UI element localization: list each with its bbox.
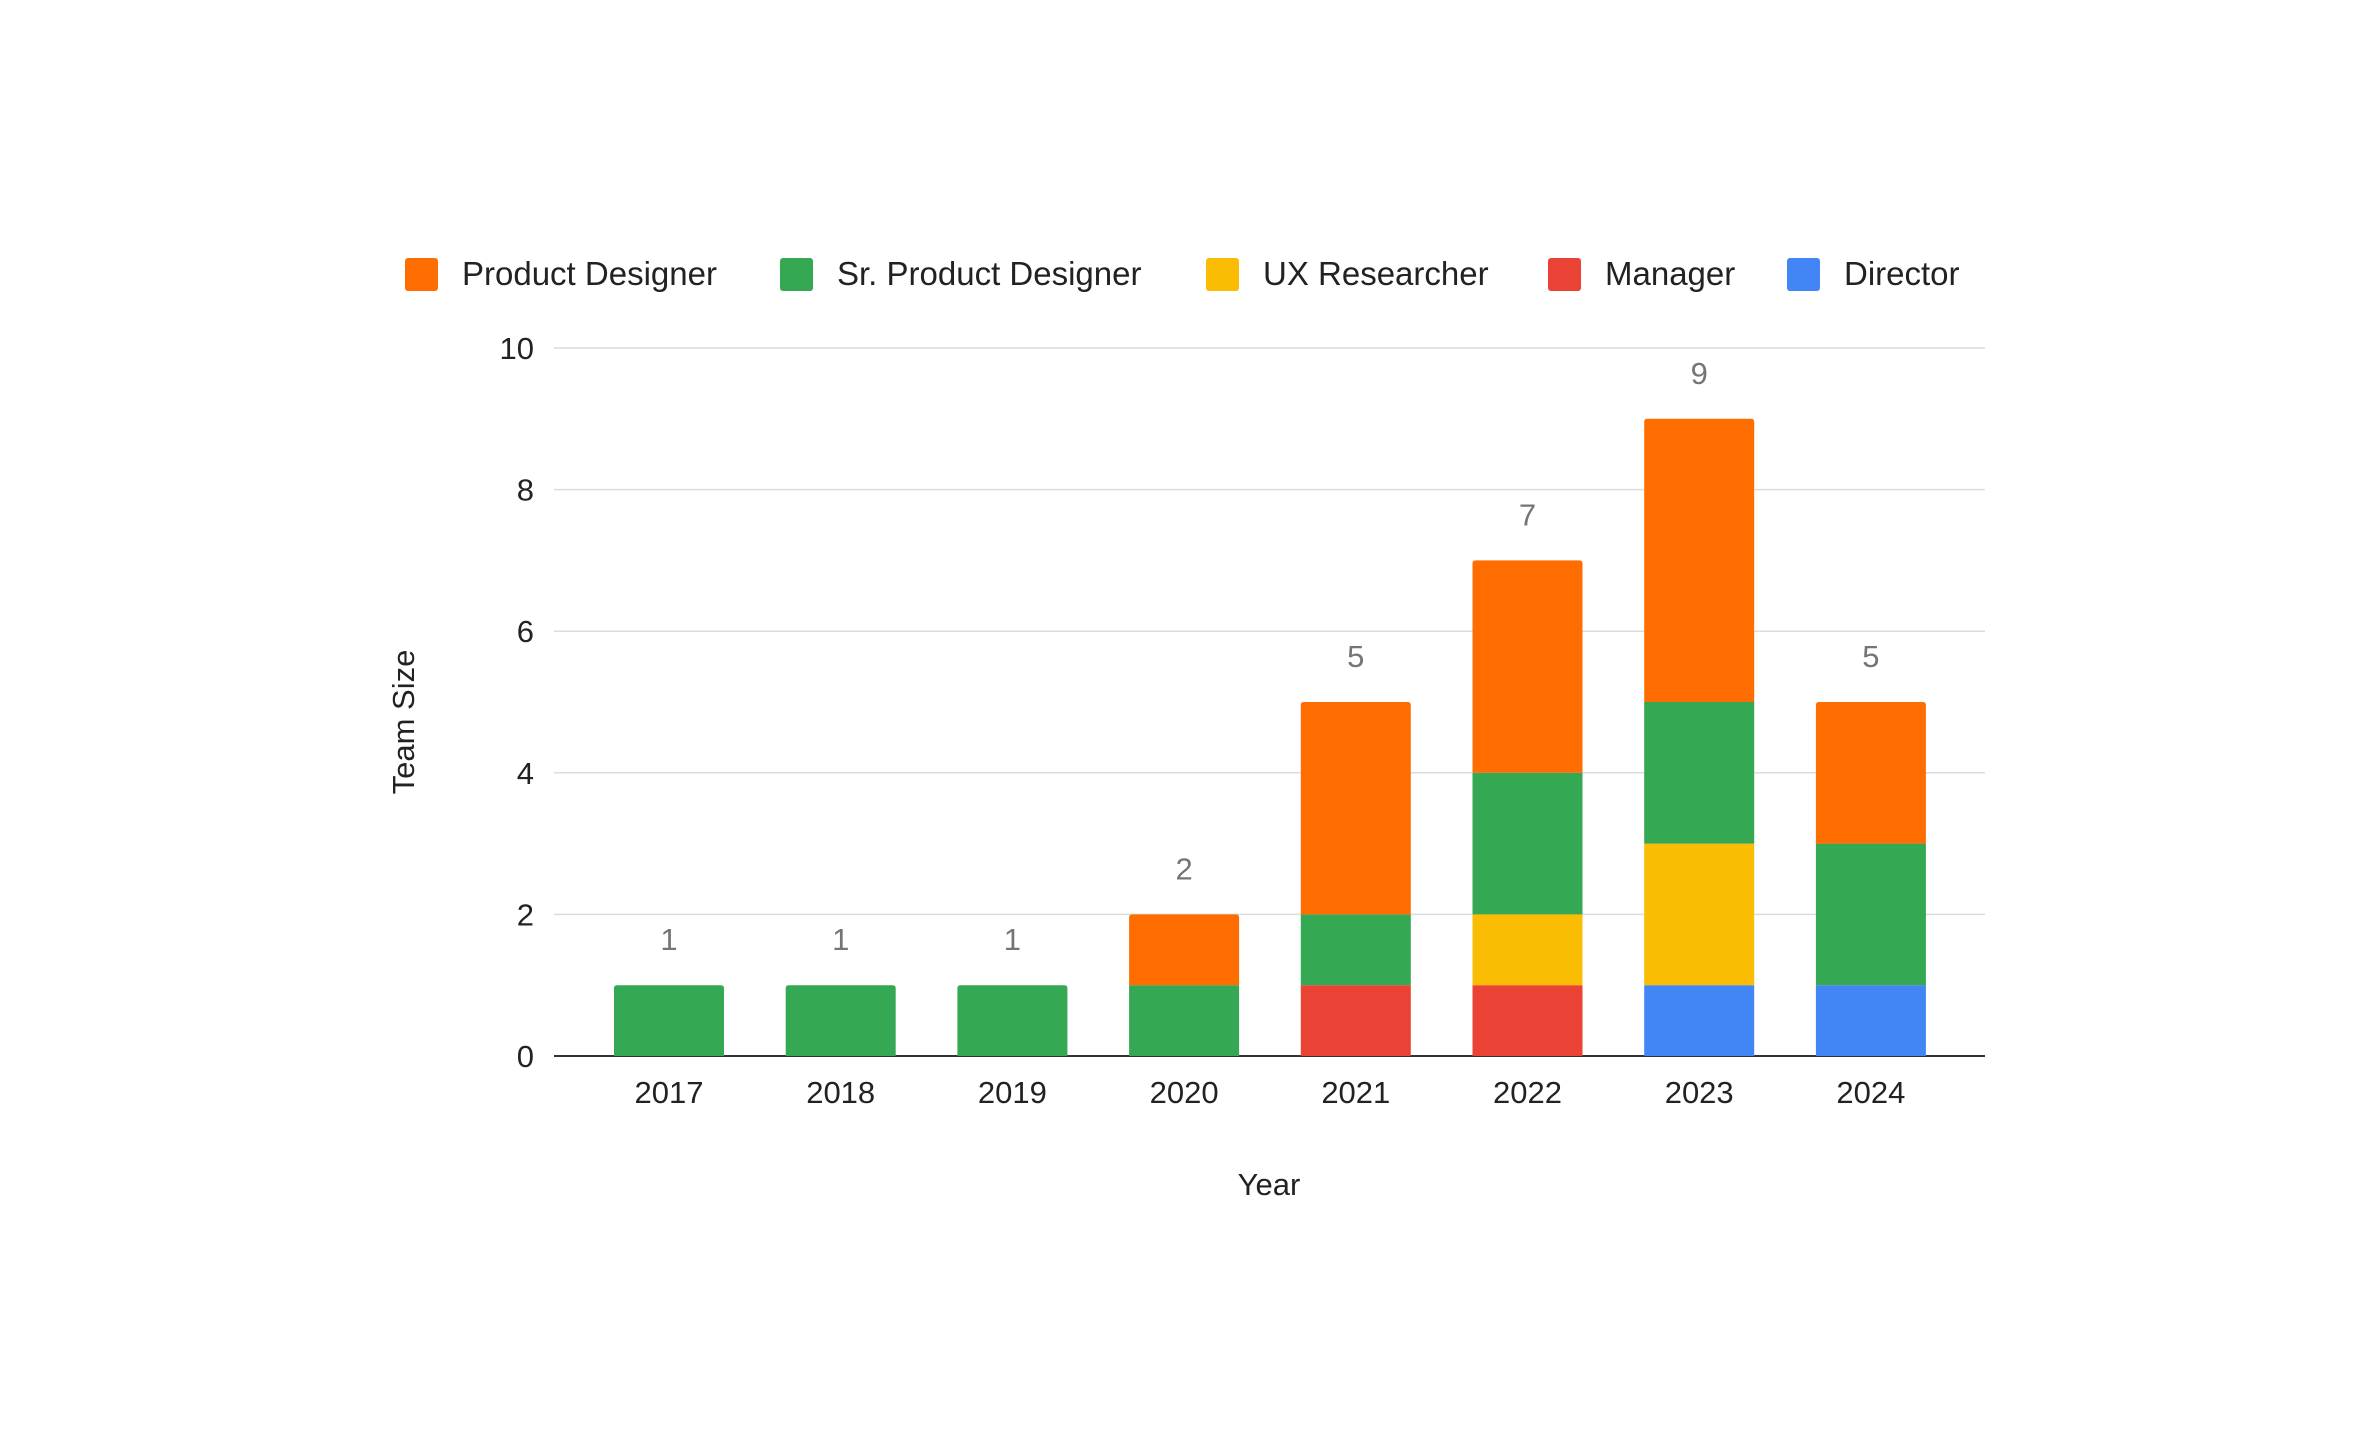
bar-segment-ux-researcher bbox=[1472, 914, 1583, 986]
total-data-label: 5 bbox=[1347, 639, 1364, 674]
legend-label: UX Researcher bbox=[1263, 255, 1489, 292]
legend-item: UX Researcher bbox=[1206, 255, 1489, 292]
legend-swatch bbox=[1787, 258, 1820, 291]
legend-label: Director bbox=[1844, 255, 1960, 292]
legend-swatch bbox=[405, 258, 438, 291]
total-data-label: 1 bbox=[832, 922, 849, 957]
legend-label: Sr. Product Designer bbox=[837, 255, 1141, 292]
bar-segment-director bbox=[1815, 985, 1926, 1056]
total-data-label: 2 bbox=[1175, 851, 1192, 886]
legend-label: Product Designer bbox=[462, 255, 717, 292]
legend-swatch bbox=[1548, 258, 1581, 291]
bar-segment-sr-product-designer bbox=[957, 985, 1068, 1056]
y-tick-label: 4 bbox=[517, 756, 534, 791]
y-tick-label: 0 bbox=[517, 1039, 534, 1074]
bar-segment-product-designer bbox=[1472, 560, 1583, 773]
total-data-label: 5 bbox=[1862, 639, 1879, 674]
x-tick-label: 2021 bbox=[1321, 1075, 1390, 1110]
legend-item: Director bbox=[1787, 255, 1960, 292]
x-axis-label: Year bbox=[1238, 1167, 1301, 1202]
y-axis-label: Team Size bbox=[386, 650, 421, 795]
y-tick-label: 10 bbox=[500, 331, 534, 366]
gridlines bbox=[554, 347, 1985, 1057]
bar-segment-ux-researcher bbox=[1644, 843, 1755, 986]
bar-segment-sr-product-designer bbox=[1300, 914, 1411, 986]
bar-segment-sr-product-designer bbox=[1129, 985, 1240, 1056]
bar-stack-2021 bbox=[1300, 702, 1411, 1056]
bars bbox=[614, 418, 1926, 1056]
bar-stack-2022 bbox=[1472, 560, 1583, 1056]
legend-item: Manager bbox=[1548, 255, 1735, 292]
x-tick-label: 2024 bbox=[1836, 1075, 1905, 1110]
total-data-label: 1 bbox=[1004, 922, 1021, 957]
total-labels: 1 1 1 2 5 7 9 5 bbox=[660, 356, 1879, 957]
x-tick-label: 2017 bbox=[635, 1075, 704, 1110]
bar-segment-sr-product-designer bbox=[614, 985, 724, 1056]
legend-swatch bbox=[1206, 258, 1239, 291]
bar-segment-director bbox=[1644, 985, 1755, 1056]
y-axis-ticks: 0 2 4 6 8 10 bbox=[500, 331, 534, 1074]
bar-segment-sr-product-designer bbox=[785, 985, 896, 1056]
bar-stack-2020 bbox=[1129, 914, 1240, 1056]
bar-segment-product-designer bbox=[1815, 702, 1926, 844]
bar-segment-manager bbox=[1300, 985, 1411, 1056]
bar-segment-product-designer bbox=[1300, 702, 1411, 915]
y-tick-label: 8 bbox=[517, 473, 534, 508]
bar-segment-manager bbox=[1472, 985, 1583, 1056]
bar-segment-sr-product-designer bbox=[1472, 772, 1583, 915]
x-axis-ticks: 2017 2018 2019 2020 2021 2022 2023 2024 bbox=[635, 1075, 1906, 1110]
x-tick-label: 2022 bbox=[1493, 1075, 1562, 1110]
total-data-label: 7 bbox=[1519, 497, 1536, 532]
bar-segment-product-designer bbox=[1644, 418, 1755, 702]
bar-stack-2019 bbox=[957, 985, 1068, 1056]
bar-stack-2018 bbox=[785, 985, 896, 1056]
legend-label: Manager bbox=[1605, 255, 1735, 292]
bar-segment-sr-product-designer bbox=[1644, 702, 1755, 844]
bar-stack-2024 bbox=[1815, 702, 1926, 1056]
x-tick-label: 2019 bbox=[978, 1075, 1047, 1110]
bar-segment-sr-product-designer bbox=[1815, 843, 1926, 986]
x-tick-label: 2023 bbox=[1665, 1075, 1734, 1110]
x-tick-label: 2020 bbox=[1150, 1075, 1219, 1110]
y-tick-label: 2 bbox=[517, 897, 534, 932]
x-tick-label: 2018 bbox=[806, 1075, 875, 1110]
legend-swatch bbox=[780, 258, 813, 291]
y-tick-label: 6 bbox=[517, 614, 534, 649]
legend-item: Product Designer bbox=[405, 255, 717, 292]
bar-stack-2017 bbox=[614, 985, 724, 1056]
total-data-label: 9 bbox=[1691, 356, 1708, 391]
legend-item: Sr. Product Designer bbox=[780, 255, 1141, 292]
bar-segment-product-designer bbox=[1129, 914, 1240, 986]
bar-stack-2023 bbox=[1644, 418, 1755, 1056]
total-data-label: 1 bbox=[660, 922, 677, 957]
legend: Product Designer Sr. Product Designer UX R… bbox=[405, 255, 1960, 292]
